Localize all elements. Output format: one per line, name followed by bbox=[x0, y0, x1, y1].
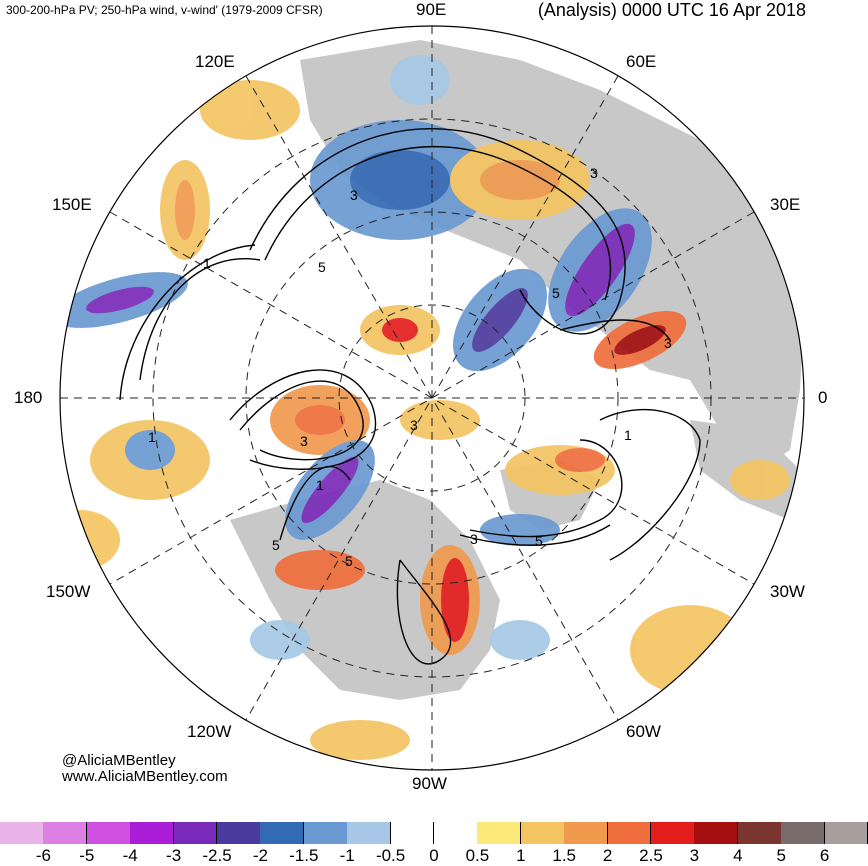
contour-label: 5 bbox=[552, 285, 560, 301]
contour-label: 5 bbox=[318, 259, 326, 275]
lon-label-180: 180 bbox=[14, 388, 43, 407]
lon-label-0: 0 bbox=[818, 388, 828, 407]
credit-website: www.AliciaMBentley.com bbox=[62, 768, 228, 785]
contour-label: 5 bbox=[535, 533, 543, 549]
lon-label-150w: 150W bbox=[46, 582, 91, 601]
lon-label-60w: 60W bbox=[626, 722, 661, 741]
contour-label: 5 bbox=[345, 553, 353, 569]
lon-label-120w: 120W bbox=[187, 722, 232, 741]
colorbar-tick-label: -1.5 bbox=[289, 846, 319, 865]
colorbar: -6 -5 -4 -3 -2.5 -2 -1.5 -1 -0.5 0 0.5 1 1.5 2 2.5 3 4 5 6 bbox=[0, 822, 868, 865]
colorbar-swatch bbox=[781, 822, 826, 844]
lon-label-30e: 30E bbox=[770, 195, 801, 214]
pv-shading bbox=[60, 55, 790, 760]
colorbar-swatch bbox=[737, 822, 782, 844]
pv-contours bbox=[119, 128, 701, 665]
contour-label: 3 bbox=[350, 187, 358, 203]
colorbar-tick-label: 5 bbox=[776, 846, 786, 865]
colorbar-swatch bbox=[173, 822, 218, 844]
colorbar-swatch bbox=[434, 822, 478, 844]
colorbar-swatch bbox=[564, 822, 609, 844]
contour-label: 1 bbox=[148, 429, 156, 445]
contour-label: 5 bbox=[272, 537, 280, 553]
colorbar-swatch bbox=[477, 822, 522, 844]
colorbar-swatch bbox=[130, 822, 175, 844]
colorbar-tick-label: 0 bbox=[429, 846, 439, 865]
colorbar-tick-label: 4 bbox=[733, 846, 743, 865]
colorbar-swatch bbox=[217, 822, 261, 844]
colorbar-swatch bbox=[43, 822, 88, 844]
graticule bbox=[60, 26, 804, 770]
colorbar-tick-label: 0.5 bbox=[465, 846, 490, 865]
lon-label-90e: 90E bbox=[416, 0, 447, 19]
contour-label: 3 bbox=[300, 433, 308, 449]
colorbar-tick-label: -2 bbox=[252, 846, 268, 865]
colorbar-tick-label: 6 bbox=[819, 846, 830, 865]
credit-handle: @AliciaMBentley bbox=[62, 752, 176, 769]
colorbar-tick-label: 2.5 bbox=[639, 846, 663, 865]
polar-map: 3 3 5 5 1 3 3 5 5 3 1 1 1 5 3 bbox=[59, 25, 805, 771]
contour-label: 3 bbox=[470, 531, 478, 547]
lon-label-90w: 90W bbox=[412, 774, 447, 793]
colorbar-swatch bbox=[347, 822, 392, 844]
colorbar-swatch bbox=[607, 822, 652, 844]
contour-label: 3 bbox=[590, 165, 598, 181]
colorbar-swatch bbox=[824, 822, 868, 844]
contour-label: 1 bbox=[203, 255, 211, 271]
colorbar-swatch bbox=[303, 822, 348, 844]
lon-label-120e: 120E bbox=[195, 52, 235, 71]
colorbar-tick-label: -3 bbox=[166, 846, 182, 865]
colorbar-swatch bbox=[694, 822, 739, 844]
colorbar-swatch bbox=[0, 822, 44, 844]
contour-label: 3 bbox=[664, 335, 672, 351]
map-boundary bbox=[59, 25, 805, 771]
colorbar-tick-label: -2.5 bbox=[202, 846, 232, 865]
figure-subtitle: 300-200-hPa PV; 250-hPa wind, v-wind' (1… bbox=[6, 3, 323, 17]
colorbar-swatch bbox=[260, 822, 305, 844]
colorbar-tick-label: 3 bbox=[689, 846, 700, 865]
colorbar-swatch bbox=[651, 822, 695, 844]
map-fill bbox=[60, 26, 804, 770]
lon-label-60e: 60E bbox=[626, 52, 657, 71]
colorbar-tick-label: -5 bbox=[79, 846, 95, 865]
contour-labels: 3 3 5 5 1 3 3 5 5 3 1 1 1 5 3 bbox=[148, 165, 672, 569]
lon-label-30w: 30W bbox=[770, 582, 805, 601]
contour-label: 1 bbox=[624, 427, 632, 443]
colorbar-swatch bbox=[520, 822, 565, 844]
figure-title: (Analysis) 0000 UTC 16 Apr 2018 bbox=[537, 0, 806, 20]
colorbar-tick-label: -0.5 bbox=[375, 846, 406, 865]
colorbar-tick-label: 1 bbox=[516, 846, 526, 865]
contour-label: 1 bbox=[316, 477, 324, 493]
colorbar-tick-label: -4 bbox=[122, 846, 138, 865]
colorbar-swatch bbox=[86, 822, 131, 844]
colorbar-tick-label: 1.5 bbox=[552, 846, 577, 865]
colorbar-swatch bbox=[390, 822, 435, 844]
contour-label: 3 bbox=[410, 417, 418, 433]
colorbar-tick-label: -6 bbox=[35, 846, 51, 865]
colorbar-tick-label: -1 bbox=[339, 846, 355, 865]
colorbar-tick-label: 2 bbox=[602, 846, 613, 865]
lon-label-150e: 150E bbox=[52, 195, 92, 214]
